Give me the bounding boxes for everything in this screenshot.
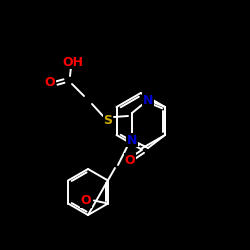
- Text: O: O: [45, 76, 55, 90]
- Text: O: O: [80, 194, 91, 207]
- Text: N: N: [127, 134, 137, 146]
- Text: O: O: [125, 154, 135, 166]
- Text: OH: OH: [62, 56, 84, 68]
- Text: N: N: [143, 94, 153, 106]
- Text: S: S: [104, 114, 112, 126]
